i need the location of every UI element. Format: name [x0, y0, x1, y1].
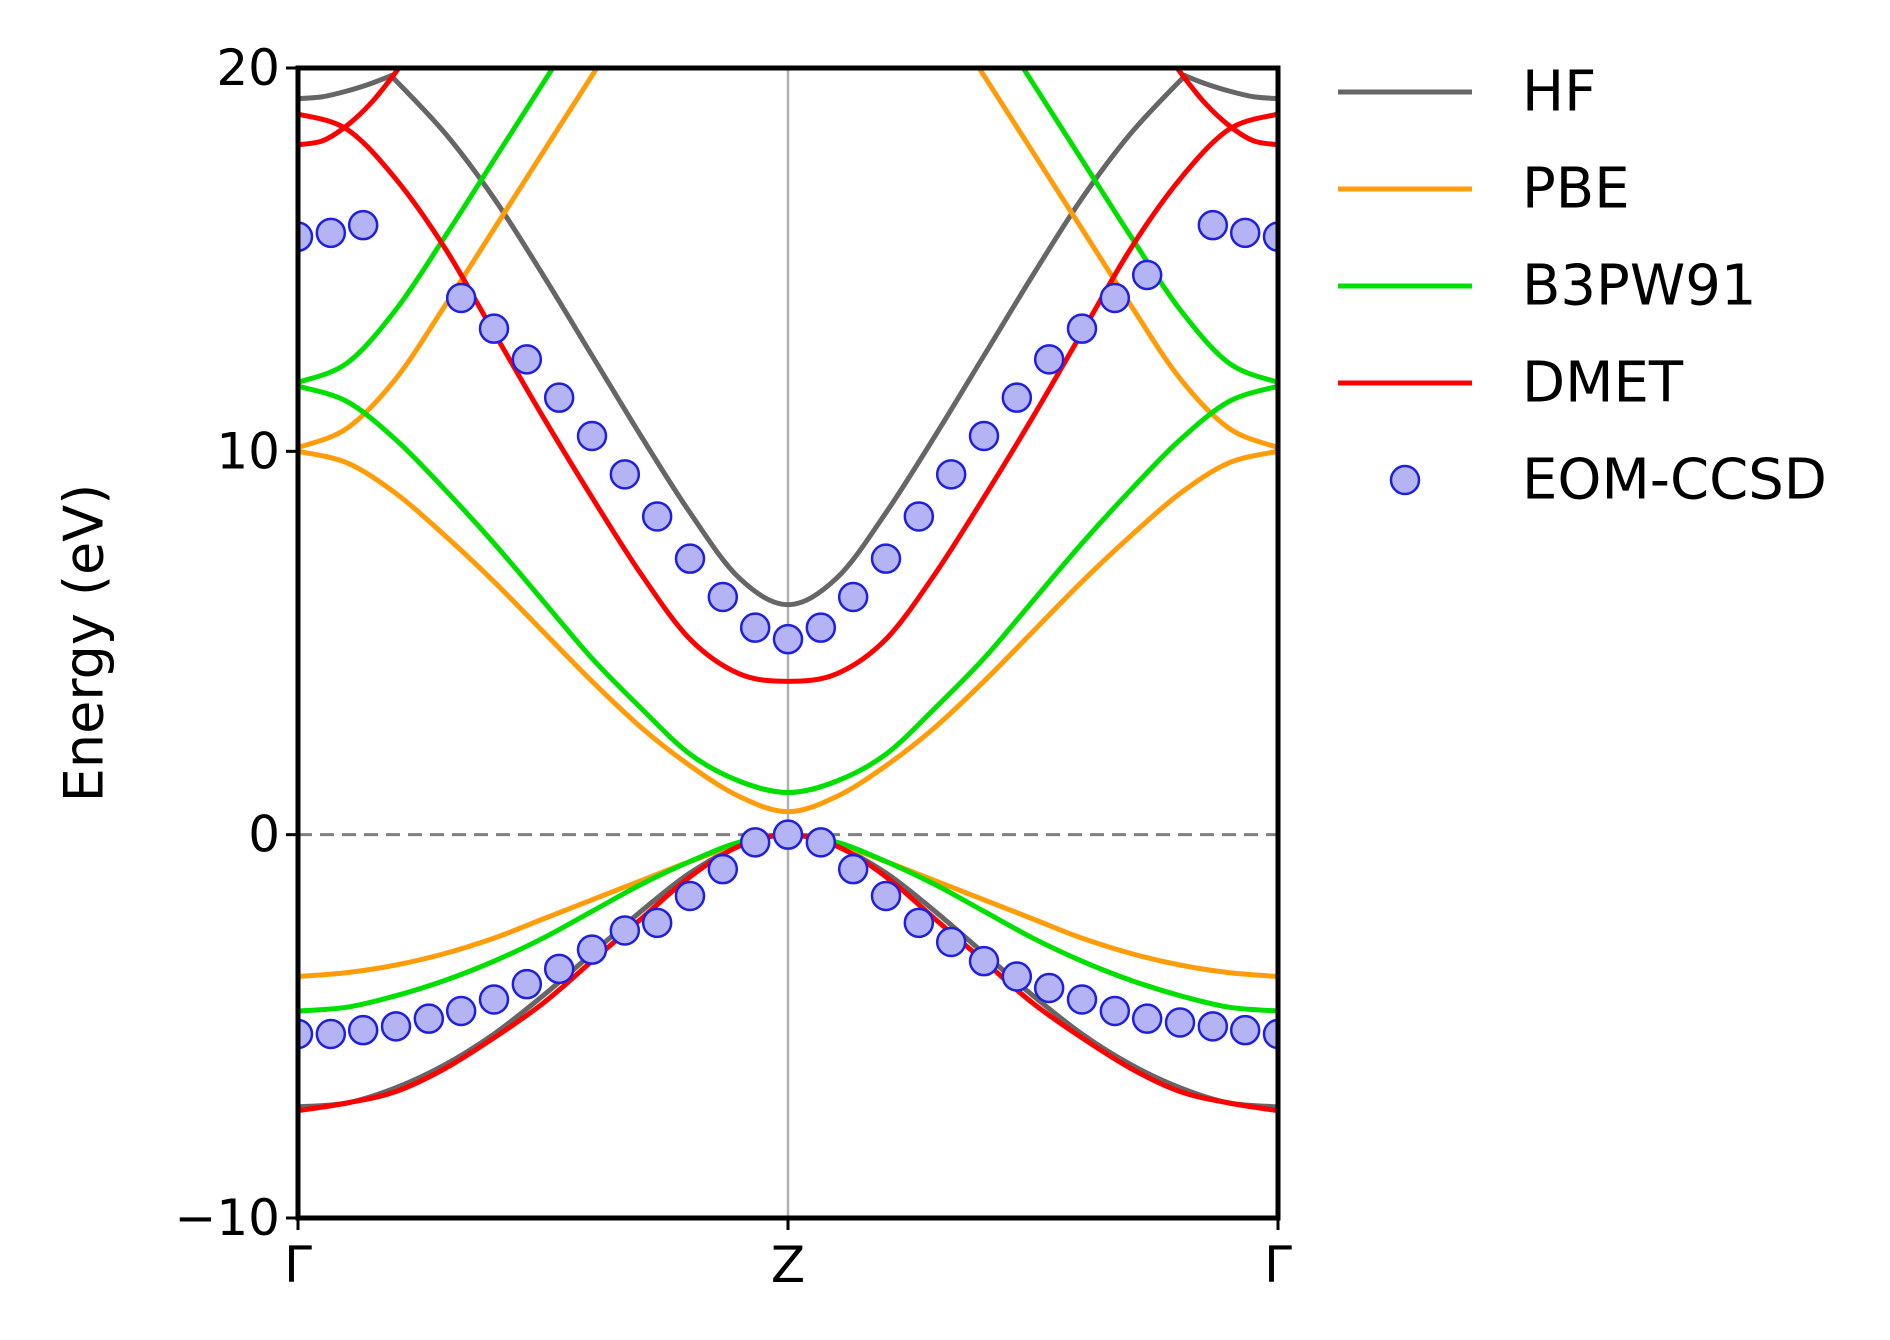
eom-ccsd-point — [739, 827, 771, 858]
eom-ccsd-point — [1131, 1003, 1163, 1034]
eom-ccsd-point — [1066, 313, 1098, 344]
eom-ccsd-point — [315, 1018, 347, 1050]
eom-ccsd-point — [968, 945, 1000, 977]
pbe-band-line — [298, 448, 1278, 815]
b3pw91-band-line — [298, 68, 556, 385]
eom-ccsd-point — [511, 968, 543, 1000]
eom-ccsd-point — [1033, 344, 1065, 375]
eom-ccsd-point — [805, 612, 837, 643]
eom-ccsd-point — [1001, 961, 1033, 992]
eom-ccsd-point — [1099, 282, 1131, 314]
eom-ccsd-point — [347, 1014, 379, 1046]
eom-ccsd-point — [1262, 221, 1278, 252]
eom-ccsd-point — [641, 907, 673, 939]
y-tick-label: −10 — [174, 1189, 280, 1247]
eom-ccsd-point — [674, 880, 706, 912]
hf-band-line — [1182, 73, 1278, 102]
eom-ccsd-point — [543, 953, 575, 985]
b3pw91-band-line — [1020, 68, 1278, 385]
x-tick-label: Γ — [284, 1236, 312, 1294]
eom-ccsd-point — [772, 623, 804, 655]
eom-ccsd-point — [1262, 1018, 1278, 1050]
eom-ccsd-point — [903, 501, 935, 532]
eom-ccsd-point — [837, 853, 869, 885]
eom-ccsd-point — [870, 543, 902, 574]
plot-area — [298, 68, 1278, 1218]
eom-ccsd-point — [478, 984, 510, 1015]
legend-item-dmet: DMET — [1338, 351, 1684, 416]
eom-ccsd-point — [968, 420, 1000, 452]
eom-ccsd-point — [1229, 217, 1261, 249]
eom-ccsd-point — [739, 612, 771, 643]
b3pw91-band-line — [298, 383, 1278, 795]
eom-ccsd-point — [413, 1003, 445, 1034]
eom-ccsd-point — [478, 313, 510, 344]
y-tick-label: 20 — [216, 39, 280, 97]
eom-ccsd-point — [445, 282, 477, 314]
eom-ccsd-point — [903, 907, 935, 939]
eom-ccsd-point — [707, 853, 739, 885]
eom-ccsd-point — [870, 880, 902, 912]
eom-ccsd-point — [805, 827, 837, 858]
eom-ccsd-point — [609, 459, 641, 490]
legend-item-eom-ccsd: EOM-CCSD — [1389, 448, 1827, 513]
dmet-band-line — [298, 68, 402, 148]
eom-ccsd-point — [1229, 1014, 1261, 1046]
x-tick-label: Z — [771, 1236, 805, 1294]
pbe-band-line — [298, 68, 600, 450]
y-axis-title: Energy (eV) — [53, 484, 116, 803]
legend-item-hf: HF — [1338, 60, 1596, 125]
dmet-band-line — [298, 111, 1278, 684]
dmet-band-line — [1174, 68, 1278, 148]
axes: −10 0 10 20 Γ Z Γ — [174, 39, 1292, 1294]
eom-ccsd-point — [772, 819, 804, 850]
legend-label-b3pw91: B3PW91 — [1522, 254, 1756, 319]
eom-ccsd-point — [347, 209, 379, 241]
eom-ccsd-point — [1066, 984, 1098, 1015]
eom-ccsd-point — [837, 581, 869, 613]
eom-ccsd-point — [1197, 1011, 1229, 1042]
eom-ccsd-point — [1164, 1007, 1196, 1038]
eom-ccsd-point — [1033, 972, 1065, 1004]
eom-ccsd-point — [1197, 209, 1229, 241]
legend-label-dmet: DMET — [1522, 351, 1684, 416]
eom-ccsd-point — [380, 1011, 412, 1042]
eom-ccsd-point — [576, 420, 608, 452]
eom-ccsd-point — [1131, 259, 1163, 291]
legend-label-pbe: PBE — [1522, 157, 1630, 222]
eom-ccsd-point — [641, 501, 673, 532]
eom-ccsd-point — [707, 581, 739, 613]
legend: HF PBE B3PW91 DMET EOM-CCSD — [1338, 60, 1827, 513]
eom-ccsd-point — [445, 995, 477, 1027]
eom-ccsd-point — [935, 926, 967, 958]
legend-swatch-eom-ccsd — [1389, 464, 1421, 496]
y-tick-label: 0 — [248, 806, 280, 864]
legend-label-eom-ccsd: EOM-CCSD — [1522, 448, 1827, 513]
eom-ccsd-point — [1001, 382, 1033, 413]
eom-ccsd-point — [576, 934, 608, 965]
eom-ccsd-point — [935, 459, 967, 490]
legend-item-b3pw91: B3PW91 — [1338, 254, 1756, 319]
y-tick-label: 10 — [216, 422, 280, 480]
legend-item-pbe: PBE — [1338, 157, 1630, 222]
hf-band-line — [298, 73, 394, 102]
eom-ccsd-point — [543, 382, 575, 413]
eom-ccsd-point — [298, 221, 314, 252]
pbe-band-line — [976, 68, 1278, 450]
x-tick-label: Γ — [1264, 1236, 1292, 1294]
eom-ccsd-point — [315, 217, 347, 249]
eom-ccsd-point — [298, 1018, 314, 1050]
eom-ccsd-point — [1099, 995, 1131, 1027]
hf-band-line — [388, 73, 1188, 608]
eom-ccsd-point — [511, 344, 543, 375]
legend-label-hf: HF — [1522, 60, 1596, 125]
eom-ccsd-point — [609, 915, 641, 946]
eom-ccsd-point — [674, 543, 706, 574]
